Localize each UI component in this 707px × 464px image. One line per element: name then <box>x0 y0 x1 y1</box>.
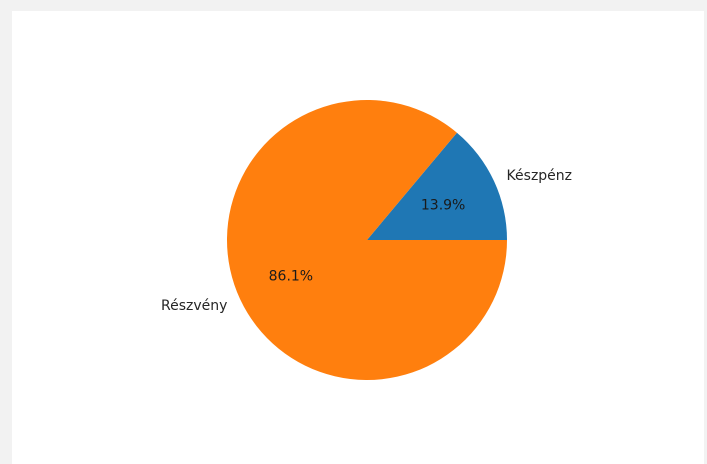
pie-labels: Készpénz Részvény 13.9% 86.1% <box>161 168 572 314</box>
slice-label-reszveny: Részvény <box>161 298 227 314</box>
pie-slice-keszpenz <box>367 132 507 240</box>
pie-slices <box>227 99 508 380</box>
pie-slice-reszveny <box>227 99 508 380</box>
pct-label-reszveny: 86.1% <box>269 269 313 285</box>
pct-label-keszpenz: 13.9% <box>421 197 465 213</box>
slice-label-keszpenz: Készpénz <box>507 168 572 184</box>
